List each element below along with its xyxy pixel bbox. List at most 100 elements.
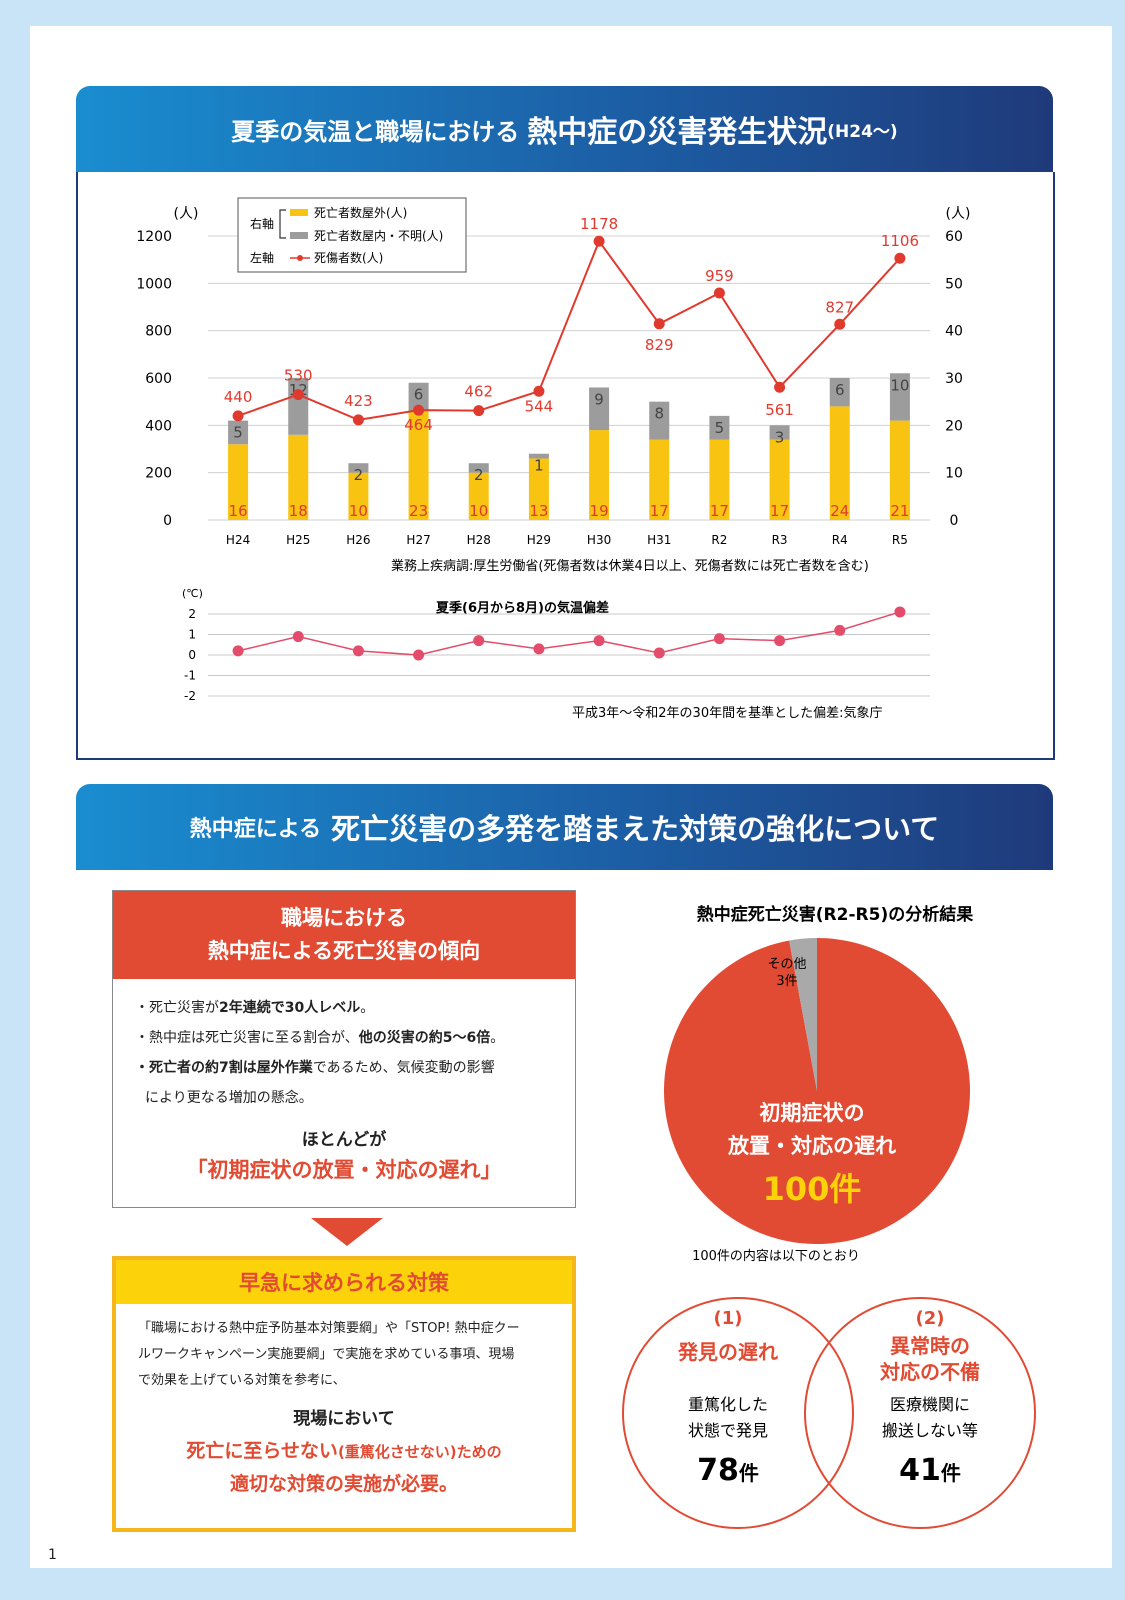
cause-1-count-line: 78件 (697, 1453, 759, 1488)
section-header-measures: 熱中症による 死亡災害の多発を踏まえた対策の強化について (76, 784, 1053, 870)
cause-2-unit: 件 (941, 1461, 961, 1485)
temp-tick-label: 2 (188, 607, 196, 621)
bar-outdoor-value-label: 23 (409, 502, 428, 520)
temp-anomaly-point (653, 647, 665, 659)
cause-1-desc-1: 重篤化した (688, 1395, 768, 1414)
trend-item-1-bold: 2年連続で30人レベル (219, 1000, 361, 1016)
right-tick-label: 20 (945, 418, 963, 434)
trend-item-2-pre: ・熱中症は死亡災害に至る割合が、 (135, 1030, 359, 1046)
trend-conclusion-1: ほとんどが (301, 1130, 387, 1150)
pie-other-label: その他 (767, 957, 806, 972)
legend-left-axis-label: 左軸 (250, 250, 274, 265)
casualties-value-label: 959 (705, 267, 734, 285)
cause-2-count: 41 (899, 1453, 941, 1488)
bar-indoor (709, 415, 730, 440)
bar-outdoor (709, 439, 730, 520)
cause-2-number: (2) (916, 1308, 945, 1329)
bar-indoor-value-label: 8 (654, 405, 664, 423)
cause-circle-2 (804, 1297, 1036, 1529)
casualties-value-label: 544 (525, 397, 554, 415)
casualties-value-label: 561 (765, 401, 794, 419)
x-tick-label: H31 (647, 533, 671, 547)
bar-indoor-value-label: 2 (354, 466, 364, 484)
bar-outdoor (589, 430, 610, 520)
header-text-a: 夏季の気温と職場における (231, 117, 520, 146)
down-arrow-icon (311, 1218, 383, 1246)
bar-outdoor-value-label: 24 (830, 502, 849, 520)
measures-call-2a: 死亡に至らせない (186, 1440, 338, 1462)
pie-main-count: 100件 (763, 1170, 862, 1208)
cause-1-number: (1) (714, 1308, 743, 1329)
right-tick-label: 10 (945, 466, 963, 482)
casualties-value-label: 530 (284, 367, 313, 385)
right-tick-label: 40 (945, 324, 963, 340)
bar-outdoor (408, 411, 429, 520)
breakdown-intro: 100件の内容は以下のとおり (692, 1248, 860, 1264)
bar-outdoor-value-label: 10 (469, 502, 488, 520)
left-tick-label: 0 (163, 513, 172, 529)
trend-item-1-pre: ・死亡災害が (135, 1000, 219, 1016)
cause-1-desc-2: 状態で発見 (688, 1421, 768, 1440)
bar-indoor (589, 387, 610, 431)
temp-tick-label: -2 (184, 689, 196, 703)
trend-box-header: 職場における 熱中症による死亡災害の傾向 (113, 891, 575, 979)
bar-indoor-value-label: 3 (775, 428, 785, 446)
casualties-point (352, 414, 364, 426)
temp-tick-label: 1 (188, 628, 196, 642)
cause-1-count: 78 (697, 1453, 739, 1488)
left-tick-label: 600 (145, 371, 172, 387)
casualties-point (232, 410, 244, 422)
legend-indoor-label: 死亡者数屋内・不明(人) (314, 228, 443, 243)
bar-indoor (288, 378, 309, 435)
trend-box: 職場における 熱中症による死亡災害の傾向 ・死亡災害が2年連続で30人レベル。 … (112, 890, 576, 1208)
casualties-point (473, 405, 485, 417)
trend-conclusion-2: 「初期症状の放置・対応の遅れ」 (186, 1158, 502, 1182)
casualties-value-label: 1178 (580, 215, 618, 233)
bar-outdoor (769, 439, 790, 520)
bar-outdoor (228, 444, 249, 520)
pie-title: 熱中症死亡災害(R2-R5)の分析結果 (697, 904, 973, 925)
pie-main-label-2: 放置・対応の遅れ (727, 1134, 896, 1158)
casualties-value-label: 829 (645, 336, 674, 354)
casualties-point (834, 318, 846, 330)
x-tick-label: H25 (286, 533, 310, 547)
trend-item-1-post: 。 (360, 1000, 375, 1016)
legend-swatch-indoor (290, 232, 308, 239)
bar-indoor (348, 463, 369, 473)
bar-indoor (889, 373, 910, 421)
measures-call-1: 現場において (293, 1409, 395, 1429)
measures-call-2: 死亡に至らせない(重篤化させない)ための 適切な対策の実施が必要。 (116, 1435, 572, 1500)
bar-outdoor-value-label: 10 (349, 502, 368, 520)
bar-indoor (528, 453, 549, 459)
left-unit-label: (人) (174, 206, 199, 222)
right-tick-label: 0 (950, 513, 959, 529)
right-tick-label: 50 (945, 276, 963, 292)
temp-anomaly-point (533, 643, 545, 655)
header-text-c: (H24〜) (827, 121, 898, 142)
cause-circle-1 (622, 1297, 854, 1529)
casualties-value-label: 423 (344, 392, 373, 410)
bar-indoor (829, 378, 850, 407)
legend-outdoor-label: 死亡者数屋外(人) (314, 205, 407, 220)
header-text-b: 熱中症の災害発生状況 (527, 115, 828, 150)
right-tick-label: 60 (945, 229, 963, 245)
cause-1-unit: 件 (739, 1461, 759, 1485)
pie-main-label-1: 初期症状の (760, 1101, 865, 1125)
x-tick-label: H27 (406, 533, 430, 547)
casualties-value-label: 462 (464, 383, 493, 401)
bar-indoor-value-label: 2 (474, 466, 484, 484)
measures-call-2c: ための (456, 1443, 502, 1461)
cause-2-desc-2: 搬送しない等 (882, 1421, 978, 1440)
chart-panel: 16 5 18 1 2 10 2 23 6 10 2 13 1 19 9 17 8 17 5 17 3 24 6 21 10 4… (76, 172, 1055, 760)
right-unit-label: (人) (946, 206, 971, 222)
bar-outdoor (288, 434, 309, 520)
bar-outdoor (528, 458, 549, 520)
casualties-value-label: 1106 (881, 232, 919, 250)
temp-anomaly-point (292, 631, 304, 643)
bar-outdoor (468, 472, 489, 520)
casualties-point (774, 381, 786, 393)
measures-call-3: 適切な対策の実施が必要。 (229, 1473, 458, 1495)
temp-anomaly-point (232, 645, 244, 657)
x-tick-label: H26 (346, 533, 370, 547)
x-tick-label: R2 (711, 533, 727, 547)
